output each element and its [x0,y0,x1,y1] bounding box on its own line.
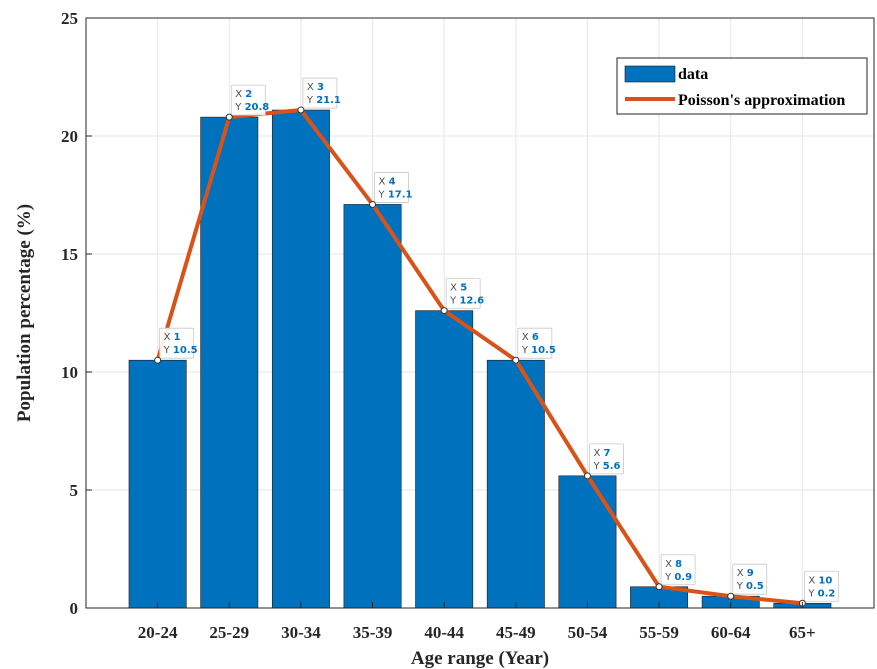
data-tip: X 4 Y 17.1 [369,172,413,208]
data-tip: X 10 Y 0.2 [798,570,839,607]
x-tick-label: 60-64 [711,623,751,642]
data-tip-x: X 9 [737,568,754,579]
data-tip-y: Y 0.9 [664,572,692,583]
x-tick-label: 25-29 [209,623,249,642]
data-tip: X 1 Y 10.5 [154,327,198,364]
data-tip-y: Y 10.5 [163,345,198,356]
data-tip-marker [154,356,162,364]
bar [128,359,187,609]
data-tip-marker [655,583,663,591]
y-tick-label: 10 [61,363,78,382]
data-tip-box [589,443,624,475]
data-tip-x: X 3 [307,82,324,93]
x-tick-label: 40-44 [424,623,464,642]
data-tip-box [660,554,696,586]
data-tip-x: X 8 [665,559,682,570]
x-tick-label: 55-59 [639,623,679,642]
data-tip: X 5 Y 12.6 [440,278,484,315]
data-tip-x: X 5 [450,283,467,294]
y-tick-label: 5 [70,481,79,500]
data-tip-marker [369,200,377,208]
data-tip-x: X 6 [522,332,539,343]
x-tick-label: 65+ [789,623,816,642]
data-tip: X 2 Y 20.8 [225,84,269,121]
data-tip-x: X 1 [164,332,181,343]
data-tip-y: Y 10.5 [521,345,556,356]
y-tick-label: 0 [70,599,79,618]
data-tip-marker [583,472,591,480]
x-tick-label: 35-39 [353,623,393,642]
data-tip-box [230,84,266,116]
data-tip: X 9 Y 0.5 [727,563,768,600]
x-axis-title: Age range (Year) [411,648,549,669]
data-tip-y: Y 0.5 [736,581,764,592]
legend-label-poisson: Poisson's approximation [678,92,845,109]
y-tick-label: 15 [61,245,78,264]
bar [486,359,545,609]
bar [558,475,617,609]
data-tip-y: Y 12.6 [449,296,484,307]
data-tip-box [374,172,409,203]
data-tip-marker [440,307,448,315]
bar-series [128,109,832,609]
data-tip-y: Y 0.2 [807,588,835,599]
data-tip-box [803,570,839,602]
x-tick-label: 50-54 [568,623,608,642]
data-tip-x: X 2 [235,89,252,100]
data-tip: X 6 Y 10.5 [512,327,556,364]
bar [200,116,259,609]
y-axis-title: Population percentage (%) [14,204,35,422]
x-tick-label: 30-34 [281,623,321,642]
y-tick-label: 25 [61,9,78,28]
legend-label-data: data [678,66,708,83]
data-tip-y: Y 17.1 [378,189,413,200]
y-tick-label: 20 [61,127,78,146]
data-tip: X 7 Y 5.6 [583,443,624,480]
legend-bar-swatch [624,65,676,83]
plot-frame [85,17,875,609]
data-tip-box [517,327,553,359]
data-tip-box [732,563,768,595]
data-tip: X 8 Y 0.9 [655,554,696,591]
data-tip-y: Y 20.8 [234,102,269,113]
data-tip-box [302,77,338,109]
x-tick-label: 45-49 [496,623,536,642]
data-tip-marker [512,356,520,364]
bar [343,204,402,609]
legend: data Poisson's approximation [616,57,868,115]
data-tip-x: X 7 [593,448,610,459]
data-tip-box [159,327,195,359]
data-tip-y: Y 21.1 [306,95,341,106]
data-tip-x: X 4 [379,176,396,187]
bar [415,310,474,609]
data-tips: X 1 Y 10.5 X 2 Y 20.8 X 3 Y 21.1 X 4 Y 17.1 X 5 Y… [154,77,839,607]
data-tip-y: Y 5.6 [592,461,620,472]
data-tip-marker [727,592,735,600]
data-tip: X 3 Y 21.1 [297,77,341,114]
data-tip-box [445,278,481,310]
data-tip-x: X 10 [808,575,832,586]
x-axis-ticks: 20-24 25-29 30-34 35-39 40-44 45-49 50-54 55-59… [138,602,816,642]
data-tip-marker [297,106,305,114]
x-tick-label: 20-24 [138,623,178,642]
data-tip-marker [225,113,233,121]
y-axis-ticks: 0 5 10 15 20 25 [61,9,92,618]
bar [271,109,330,609]
